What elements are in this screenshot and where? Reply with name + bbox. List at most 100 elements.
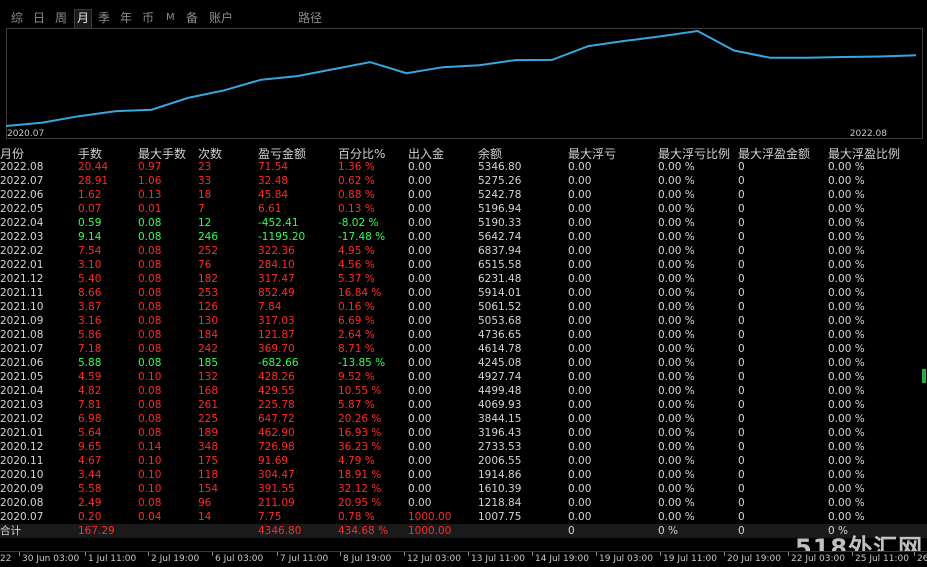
cell-lots: 5.88	[78, 356, 101, 370]
cell-inout: 0.00	[408, 202, 431, 216]
cell-maxfppct: 0.00 %	[828, 370, 865, 384]
period-button-7[interactable]: M	[164, 9, 177, 27]
cell-maxddpct: 0.00 %	[658, 482, 695, 496]
cell-balance: 3844.15	[478, 412, 521, 426]
cell-lots: 0.20	[78, 510, 101, 524]
period-button-10[interactable]: 路径	[296, 9, 324, 27]
period-button-3[interactable]: 月	[74, 9, 92, 29]
cell-maxdd: 0.00	[568, 286, 591, 300]
cell-inout: 0.00	[408, 314, 431, 328]
cell-maxddpct: 0.00 %	[658, 342, 695, 356]
cell-maxfp: 0	[738, 314, 745, 328]
cell-count: 348	[198, 440, 218, 454]
cell-balance: 5061.52	[478, 300, 521, 314]
cell-inout: 0.00	[408, 496, 431, 510]
cell-month: 2021.09	[0, 314, 43, 328]
cell-maxdd: 0.00	[568, 202, 591, 216]
cell-maxddpct: 0.00 %	[658, 174, 695, 188]
cell-month: 2020.08	[0, 496, 43, 510]
cell-maxfp: 0	[738, 328, 745, 342]
cell-count: 154	[198, 482, 218, 496]
cell-pct: 0.16 %	[338, 300, 375, 314]
cell-maxfp: 0	[738, 342, 745, 356]
cell-maxdd: 0.00	[568, 510, 591, 524]
cell-count: 185	[198, 356, 218, 370]
cell-maxfppct: 0.00 %	[828, 286, 865, 300]
cell-count: 96	[198, 496, 211, 510]
cell-maxfp: 0	[738, 496, 745, 510]
cell-maxfp: 0	[738, 272, 745, 286]
cell-month: 2020.07	[0, 510, 43, 524]
period-button-4[interactable]: 季	[96, 9, 112, 27]
cell-pnl: 91.69	[258, 454, 288, 468]
cell-inout: 0.00	[408, 482, 431, 496]
period-button-0[interactable]: 综	[9, 9, 25, 27]
period-button-9[interactable]: 账户	[207, 9, 235, 27]
cell-inout: 0.00	[408, 398, 431, 412]
cell-maxlots: 0.08	[138, 342, 161, 356]
cell-lots: 5.64	[78, 426, 101, 440]
cell-maxfppct: 0.00 %	[828, 230, 865, 244]
cell-inout: 0.00	[408, 370, 431, 384]
cell-pnl: 7.84	[258, 300, 281, 314]
cell-pct: 0.78 %	[338, 510, 375, 524]
period-button-2[interactable]: 周	[53, 9, 69, 27]
period-button-6[interactable]: 币	[140, 9, 156, 27]
cell-pct: -13.85 %	[338, 356, 385, 370]
cell-lots: 4.59	[78, 370, 101, 384]
cell-maxlots: 0.04	[138, 510, 161, 524]
cell-maxddpct: 0.00 %	[658, 258, 695, 272]
cell-balance: 5275.26	[478, 174, 521, 188]
scroll-marker[interactable]	[922, 369, 926, 383]
time-axis-label: 7 Jul 11:00	[280, 554, 328, 564]
cell-pnl: -452.41	[258, 216, 299, 230]
cell-maxlots: 0.08	[138, 398, 161, 412]
cell-count: 23	[198, 160, 211, 174]
cell-maxddpct: 0.00 %	[658, 272, 695, 286]
cell-inout: 0.00	[408, 342, 431, 356]
time-axis-label: 13 Jul 11:00	[471, 554, 525, 564]
cell-pnl: 317.03	[258, 314, 295, 328]
cell-balance: 6231.48	[478, 272, 521, 286]
period-button-5[interactable]: 年	[118, 9, 134, 27]
cell-maxfp: 0	[738, 440, 745, 454]
cell-month: 2021.01	[0, 426, 43, 440]
table-header: 月份手数最大手数次数盈亏金额百分比%出入金余额最大浮亏最大浮亏比例最大浮盈金额最…	[0, 145, 927, 160]
period-button-8[interactable]: 备	[184, 9, 200, 27]
cell-count: 246	[198, 230, 218, 244]
time-axis-label: 26	[917, 554, 927, 564]
cell-balance: 2006.55	[478, 454, 521, 468]
cell-lots: 3.87	[78, 300, 101, 314]
cell-inout: 0.00	[408, 300, 431, 314]
cell-pnl: 71.54	[258, 160, 288, 174]
cell-maxfppct: 0.00 %	[828, 272, 865, 286]
period-button-1[interactable]: 日	[31, 9, 47, 27]
